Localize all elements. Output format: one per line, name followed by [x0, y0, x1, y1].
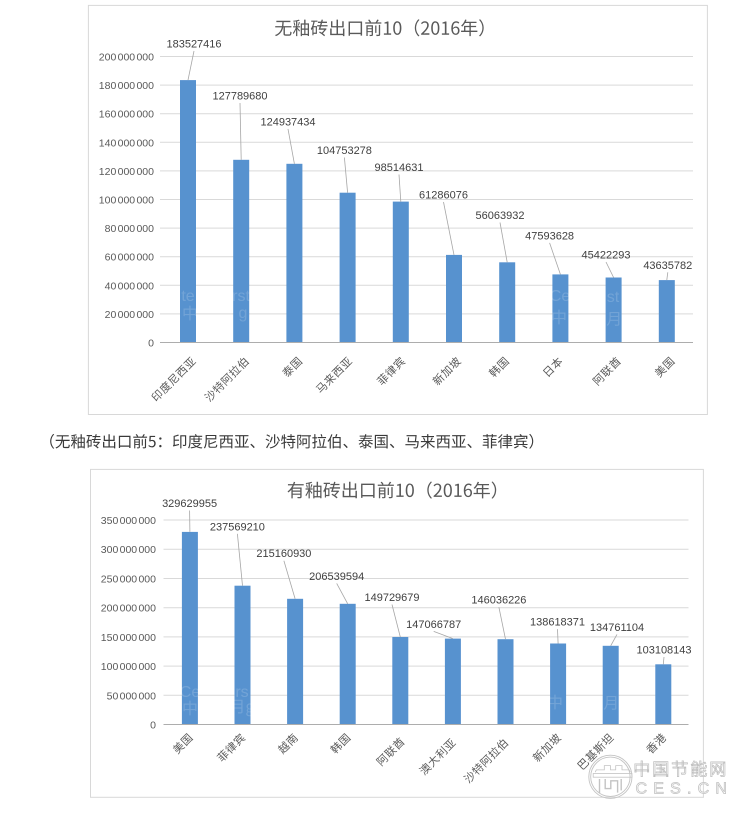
svg-text:rst: rst	[232, 288, 250, 305]
svg-text:146036226: 146036226	[471, 595, 526, 607]
svg-text:CES.CN: CES.CN	[636, 780, 734, 797]
svg-text:Ce: Ce	[180, 684, 201, 701]
svg-text:Ce: Ce	[550, 288, 571, 305]
svg-text:138618371: 138618371	[530, 617, 585, 629]
svg-text:215160930: 215160930	[256, 548, 311, 560]
svg-text:47593628: 47593628	[525, 230, 574, 242]
svg-text:127789680: 127789680	[212, 91, 267, 103]
svg-text:300000000: 300000000	[101, 544, 156, 556]
svg-text:te: te	[181, 288, 194, 305]
svg-text:350000000: 350000000	[101, 515, 156, 527]
svg-text:140000000: 140000000	[99, 137, 154, 149]
svg-text:0: 0	[150, 720, 156, 732]
svg-text:50000000: 50000000	[107, 690, 156, 702]
svg-text:60000000: 60000000	[105, 252, 154, 264]
svg-text:206539594: 206539594	[309, 571, 364, 583]
svg-text:st: st	[607, 289, 620, 306]
svg-text:80000000: 80000000	[105, 223, 154, 235]
svg-text:45422293: 45422293	[582, 250, 631, 262]
svg-text:0: 0	[148, 338, 154, 350]
svg-text:329629955: 329629955	[162, 498, 217, 510]
svg-text:20000000: 20000000	[105, 309, 154, 321]
svg-text:200000000: 200000000	[99, 52, 154, 64]
svg-text:150000000: 150000000	[101, 632, 156, 644]
svg-text:120000000: 120000000	[99, 166, 154, 178]
svg-text:124937434: 124937434	[260, 116, 315, 128]
svg-text:61286076: 61286076	[419, 190, 468, 202]
svg-text:250000000: 250000000	[101, 574, 156, 586]
svg-text:40000000: 40000000	[105, 280, 154, 292]
svg-text:147066787: 147066787	[406, 619, 461, 631]
svg-text:200000000: 200000000	[101, 603, 156, 615]
svg-text:134761104: 134761104	[590, 622, 644, 634]
svg-text:rs: rs	[235, 684, 248, 701]
svg-text:104753278: 104753278	[317, 145, 372, 157]
svg-text:103108143: 103108143	[636, 645, 691, 657]
svg-text:237569210: 237569210	[210, 521, 265, 533]
svg-text:100000000: 100000000	[99, 195, 154, 207]
svg-text:183527416: 183527416	[166, 39, 221, 51]
svg-text:43635782: 43635782	[643, 260, 692, 272]
svg-text:160000000: 160000000	[99, 109, 154, 121]
svg-text:g: g	[239, 305, 248, 322]
svg-text:149729679: 149729679	[364, 592, 419, 604]
svg-text:56063932: 56063932	[476, 210, 525, 222]
svg-text:180000000: 180000000	[99, 80, 154, 92]
svg-text:100000000: 100000000	[101, 661, 156, 673]
svg-text:98514631: 98514631	[375, 162, 424, 174]
